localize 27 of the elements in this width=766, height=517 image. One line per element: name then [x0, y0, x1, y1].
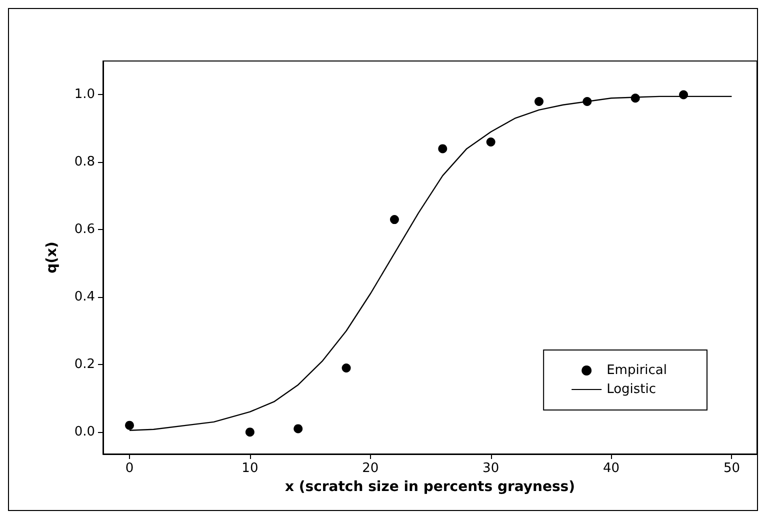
point — [342, 363, 351, 372]
point — [294, 424, 303, 434]
point — [245, 428, 254, 437]
point — [390, 215, 399, 224]
y-axis-title: q(x) — [44, 242, 60, 274]
point — [534, 96, 544, 106]
y-tick-label: 0.4 — [74, 290, 95, 305]
x-tick-label: 20 — [362, 461, 379, 476]
point — [125, 420, 134, 430]
y-tick-label: 0.0 — [74, 424, 95, 440]
x-axis-title: x (scratch size in percents grayness) — [284, 479, 576, 495]
point — [679, 90, 688, 100]
point — [438, 144, 448, 154]
x-tick-label: 10 — [242, 461, 258, 476]
x-tick-label: 30 — [482, 461, 500, 476]
y-tick-label: 0.6 — [74, 222, 95, 238]
y-tick-label: 0.8 — [74, 154, 95, 170]
legend-label: Empirical — [606, 363, 668, 378]
legend-label: Logistic — [606, 382, 656, 397]
x-tick-label: 50 — [723, 461, 740, 476]
point — [630, 94, 640, 103]
point — [582, 96, 592, 106]
x-tick-label: 40 — [602, 461, 620, 476]
point — [486, 137, 496, 146]
y-tick-label: 0.2 — [74, 357, 95, 372]
x-tick-label: 0 — [125, 461, 134, 476]
y-tick-label: 1.0 — [74, 87, 95, 102]
